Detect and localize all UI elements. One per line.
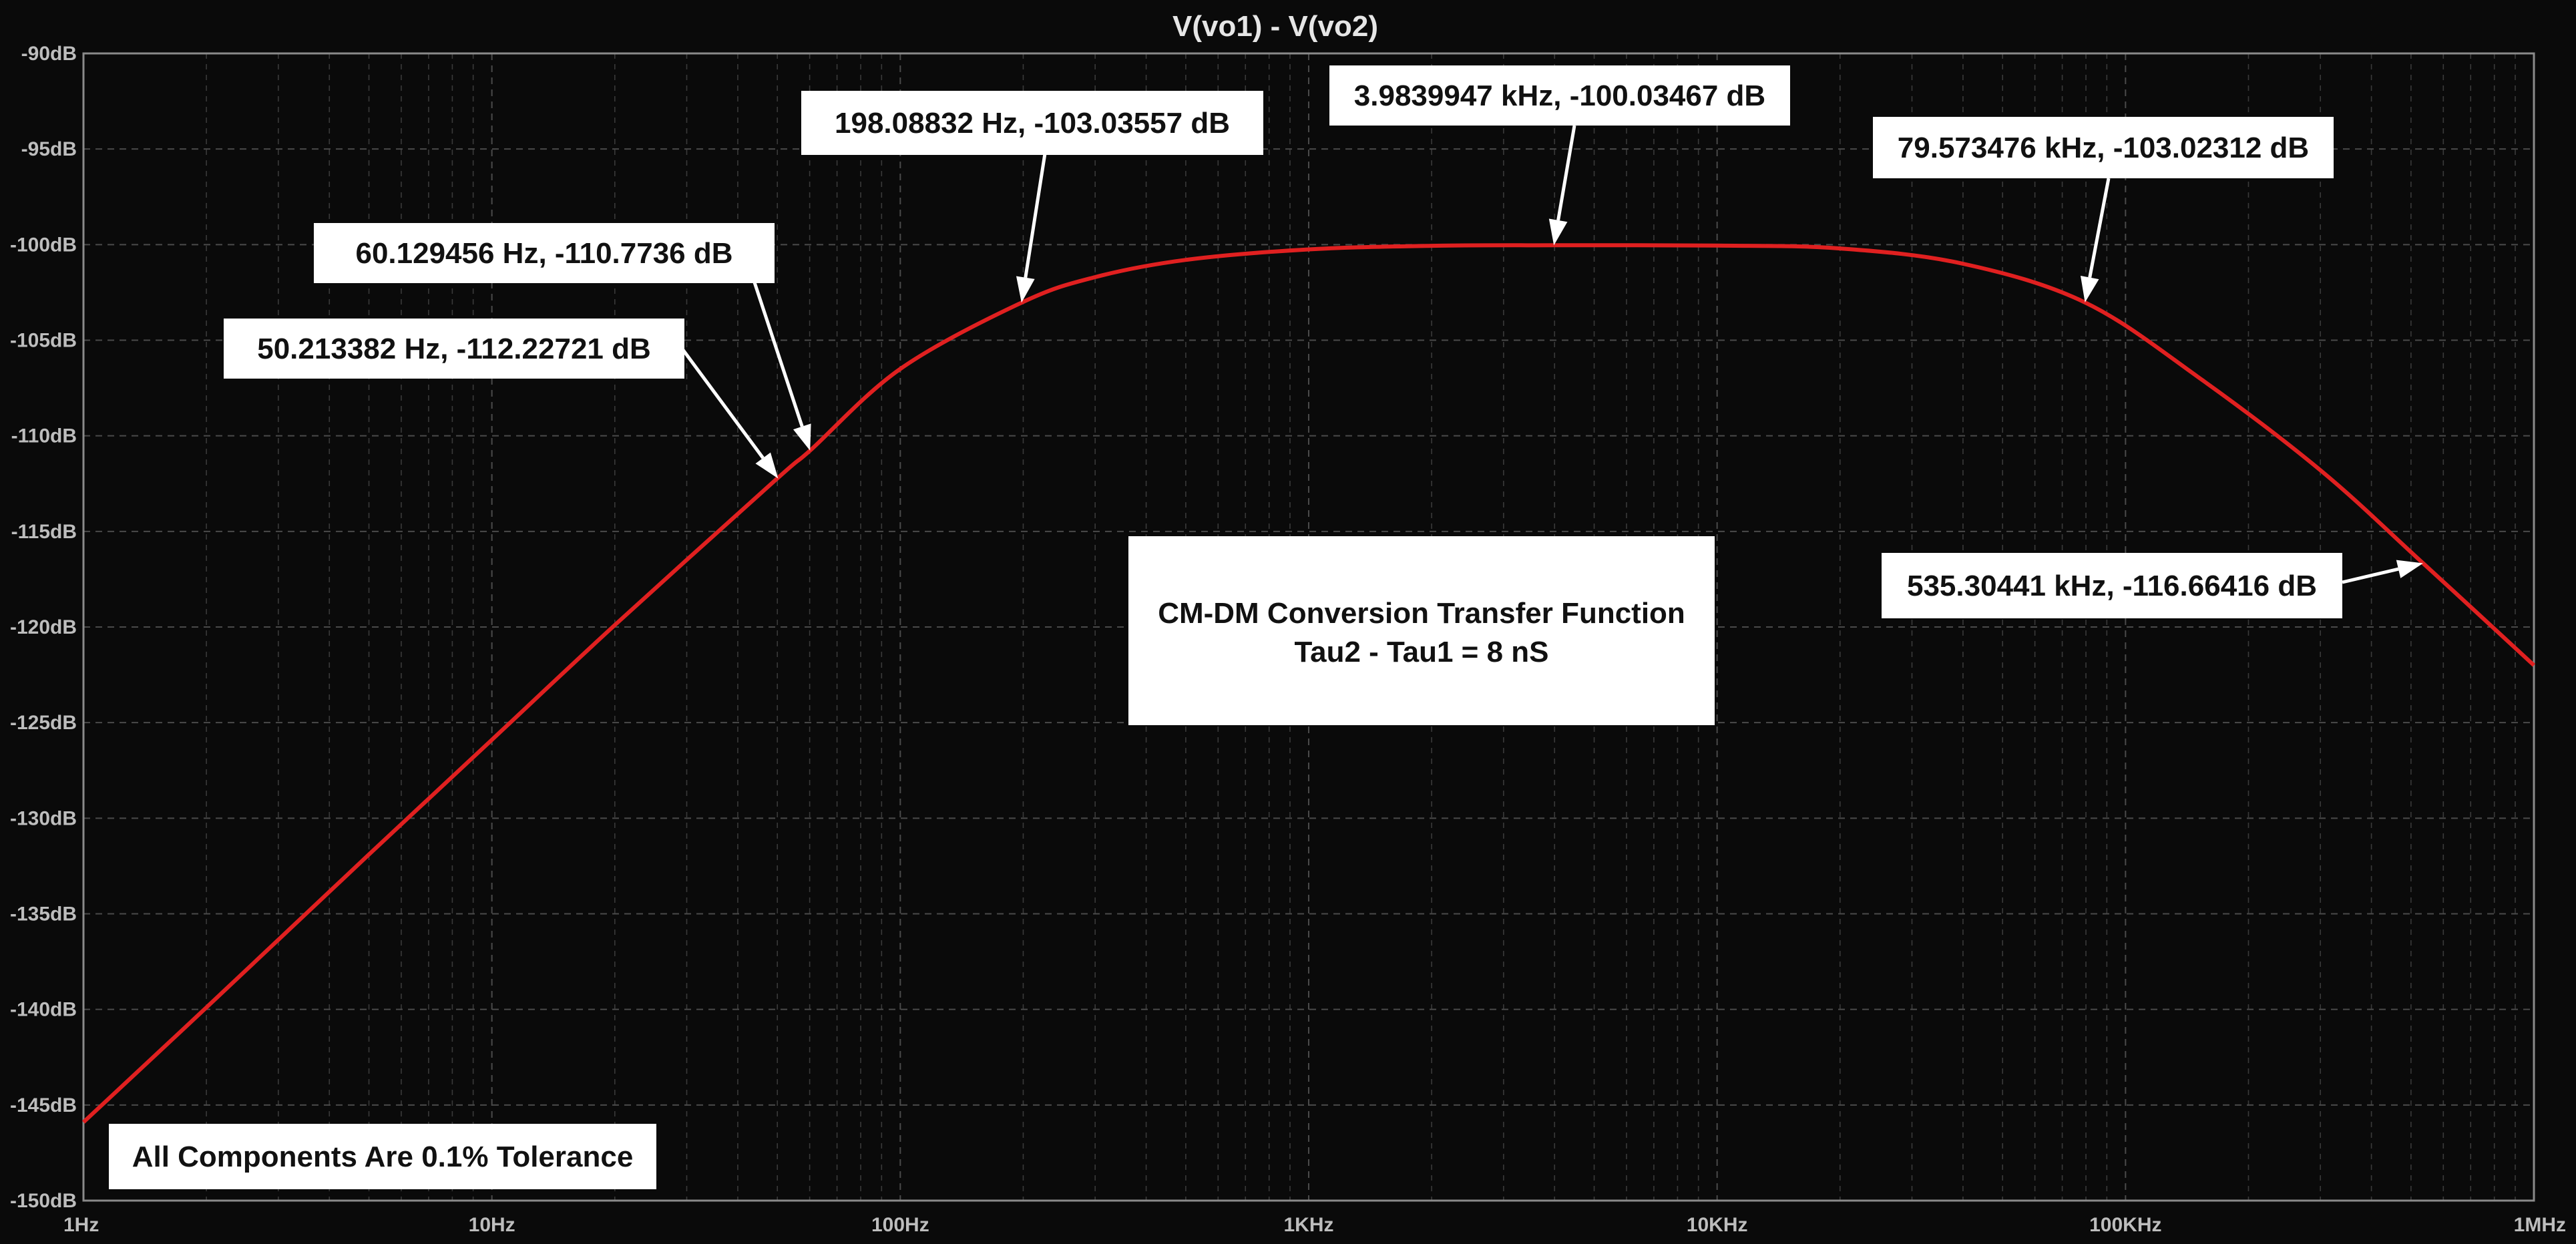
chart-note: CM-DM Conversion Transfer Function Tau2 -… — [1128, 536, 1715, 725]
annotation-label: 50.213382 Hz, -112.22721 dB — [257, 333, 651, 365]
y-tick-label: -120dB — [10, 616, 77, 638]
y-tick-label: -90dB — [21, 43, 77, 65]
annotation-arrowhead — [2396, 560, 2423, 578]
annotation-arrowhead — [1548, 218, 1568, 246]
x-tick-label: 1Hz — [63, 1214, 99, 1236]
grid — [83, 53, 2535, 1201]
x-tick-label: 100KHz — [2089, 1214, 2161, 1236]
annotation-arrowhead — [755, 452, 779, 479]
y-tick-label: -150dB — [10, 1190, 77, 1212]
y-tick-label: -110dB — [11, 425, 77, 447]
notes: CM-DM Conversion Transfer Function Tau2 -… — [109, 536, 1715, 1189]
annotation-label: 79.573476 kHz, -103.02312 dB — [1898, 132, 2309, 164]
annotation-box — [314, 223, 775, 283]
annotation-box — [801, 91, 1263, 155]
annotation-arrow — [679, 346, 765, 459]
x-tick-label: 10Hz — [469, 1214, 515, 1236]
annotation-callout: 198.08832 Hz, -103.03557 dB — [801, 91, 1263, 303]
note-text-line: CM-DM Conversion Transfer Function — [1158, 597, 1685, 630]
annotation-callout: 60.129456 Hz, -110.7736 dB — [314, 223, 811, 451]
note-box — [109, 1124, 656, 1189]
annotation-box — [1329, 65, 1790, 126]
y-tick-label: -100dB — [10, 234, 77, 256]
annotation-box — [224, 319, 684, 379]
annotation-box — [1882, 553, 2342, 618]
series-layer — [81, 243, 2536, 1124]
annotation-label: 3.9839947 kHz, -100.03467 dB — [1354, 79, 1765, 112]
plot-frame — [82, 52, 2535, 1202]
annotation-arrow — [2088, 178, 2111, 278]
y-tick-label: -105dB — [10, 330, 77, 352]
annotation-label: 535.30441 kHz, -116.66416 dB — [1907, 570, 2317, 602]
annotation-arrow — [753, 282, 804, 427]
x-tick-label: 1KHz — [1283, 1214, 1333, 1236]
axes: 1Hz 10Hz 100Hz 1KHz 10KHz 100KHz 1MHz -90dB -95d… — [10, 43, 2566, 1236]
note-text-line: All Components Are 0.1% Tolerance — [132, 1141, 634, 1173]
x-tick-label: 100Hz — [871, 1214, 929, 1236]
note-text-line: Tau2 - Tau1 = 8 nS — [1294, 636, 1548, 668]
x-tick-label: 10KHz — [1687, 1214, 1748, 1236]
tolerance-note: All Components Are 0.1% Tolerance — [109, 1124, 656, 1189]
series-line-0 — [81, 243, 2536, 1124]
annotations: 50.213382 Hz, -112.22721 dB 60.129456 Hz,… — [224, 65, 2423, 618]
annotation-arrowhead — [2080, 275, 2099, 302]
annotation-label: 198.08832 Hz, -103.03557 dB — [835, 107, 1230, 140]
annotation-callout: 535.30441 kHz, -116.66416 dB — [1882, 553, 2423, 618]
note-box — [1128, 536, 1715, 725]
y-tick-label: -125dB — [10, 712, 77, 734]
annotation-callout: 79.573476 kHz, -103.02312 dB — [1873, 117, 2334, 302]
y-tick-label: -140dB — [10, 999, 77, 1021]
x-tick-label: 1MHz — [2514, 1214, 2566, 1236]
annotation-label: 60.129456 Hz, -110.7736 dB — [355, 237, 732, 270]
chart-title: V(vo1) - V(vo2) — [1172, 10, 1378, 43]
y-tick-label: -145dB — [10, 1094, 77, 1116]
annotation-box — [1873, 117, 2334, 178]
annotation-arrow — [1556, 125, 1576, 221]
annotation-arrow — [1024, 153, 1047, 278]
y-tick-label: -130dB — [10, 807, 77, 829]
y-tick-label: -115dB — [11, 521, 77, 543]
annotation-arrowhead — [793, 423, 811, 451]
annotation-callout: 50.213382 Hz, -112.22721 dB — [224, 319, 779, 479]
annotation-callout: 3.9839947 kHz, -100.03467 dB — [1329, 65, 1790, 246]
y-tick-label: -135dB — [10, 903, 77, 925]
annotation-arrowhead — [1016, 276, 1035, 303]
y-tick-label: -95dB — [21, 138, 77, 160]
annotation-arrow — [2342, 567, 2399, 584]
